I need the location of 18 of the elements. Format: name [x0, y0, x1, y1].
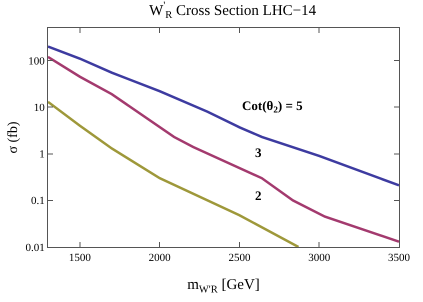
annotation: Cot(θ$_{2}$) = 5: [242, 98, 304, 115]
x-tick-label: 2500: [228, 252, 251, 264]
y-tick-label: 100: [28, 55, 46, 68]
y-tick-label: 0.1: [31, 195, 45, 208]
line-series: [48, 56, 399, 243]
x-tick-label: 3500: [388, 252, 410, 264]
line-series: [48, 45, 399, 187]
x-tick-label: 1500: [68, 252, 92, 264]
x-axis-title: m$_{W'R}$ [GeV]: [187, 277, 260, 296]
y-tick-label: 0.01: [26, 242, 45, 254]
annotation: 3: [255, 145, 262, 160]
y-tick-label: 10: [34, 102, 46, 114]
x-tick-label: 3000: [308, 252, 331, 264]
y-tick-label: 1: [39, 148, 45, 161]
x-tick-label: 2000: [148, 252, 172, 264]
annotation: 2: [255, 188, 262, 203]
chart-title: W$^{'}$$_{R}$ Cross Section LHC−14: [149, 0, 317, 22]
y-axis-title: σ (fb): [6, 121, 22, 154]
